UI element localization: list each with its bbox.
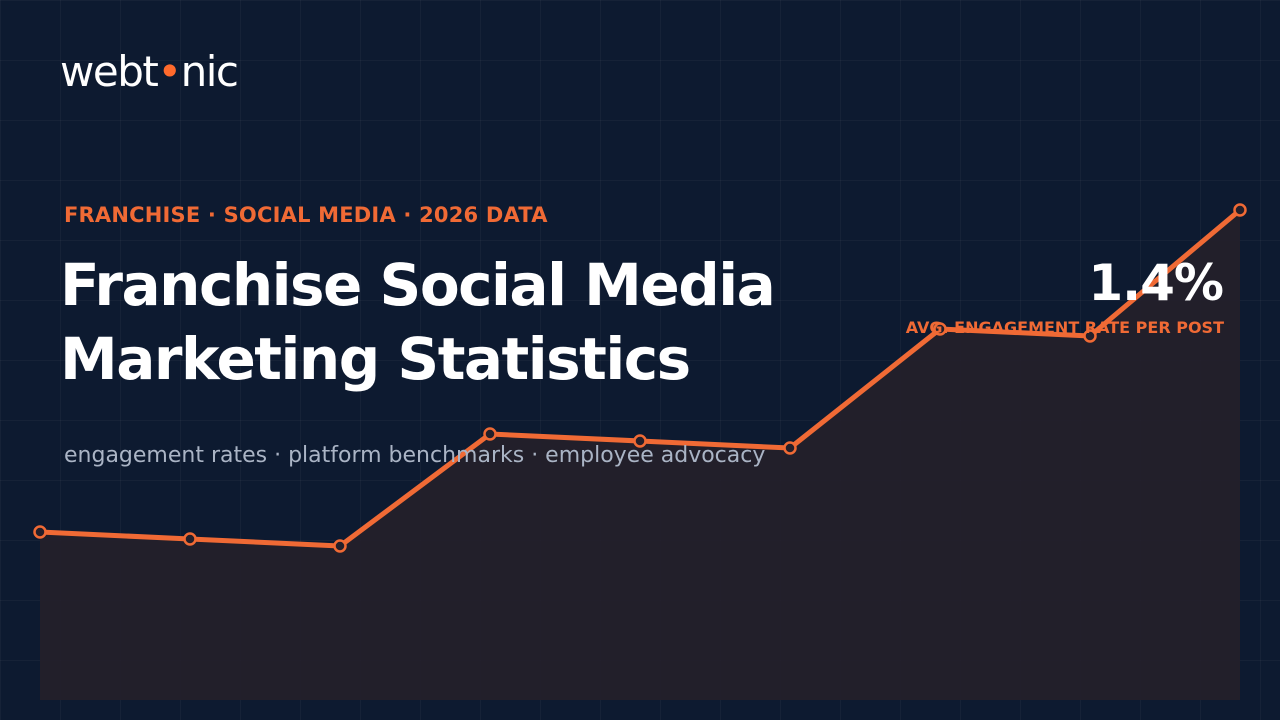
- title-line-2: Marketing Statistics: [60, 325, 691, 393]
- chart-point-3: [333, 539, 347, 553]
- stat-label: AVG. ENGAGEMENT RATE PER POST: [905, 318, 1224, 337]
- stat-value: 1.4%: [1088, 254, 1224, 312]
- logo-text-start: webt: [60, 47, 159, 96]
- logo-dot-icon: •: [157, 47, 182, 96]
- chart-point-2: [183, 532, 197, 546]
- chart-point-8: [1083, 329, 1097, 343]
- chart-point-1: [33, 525, 47, 539]
- logo-text-end: nic: [180, 47, 239, 96]
- page-subtitle: engagement rates · platform benchmarks ·…: [64, 443, 766, 468]
- eyebrow-label: FRANCHISE · SOCIAL MEDIA · 2026 DATA: [64, 203, 548, 227]
- title-line-1: Franchise Social Media: [60, 251, 776, 319]
- webtonic-logo[interactable]: webt•nic: [60, 47, 239, 96]
- chart-point-9: [1233, 203, 1247, 217]
- chart-points: [33, 203, 1247, 553]
- chart-point-4: [483, 427, 497, 441]
- page-title: Franchise Social Media Marketing Statist…: [60, 248, 860, 396]
- chart-point-7: [933, 322, 947, 336]
- chart-point-6: [783, 441, 797, 455]
- chart-point-5: [633, 434, 647, 448]
